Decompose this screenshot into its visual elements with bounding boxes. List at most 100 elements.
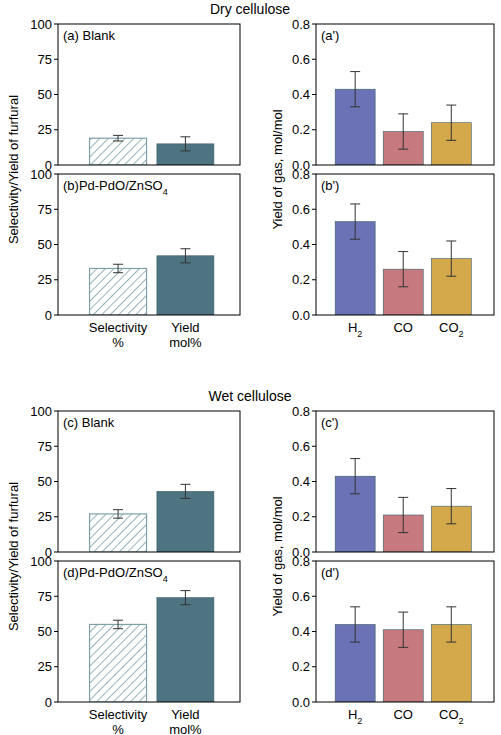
error-bar xyxy=(350,204,360,239)
y-tick xyxy=(54,279,58,280)
figure: 0255075100(a) BlankDry celluloseSelectiv… xyxy=(0,0,501,735)
marks xyxy=(90,484,214,552)
error-bar xyxy=(180,484,190,498)
y-tick xyxy=(54,129,58,130)
error-bar xyxy=(113,264,123,272)
y-tick-label: 0.8 xyxy=(292,404,310,419)
marks xyxy=(335,607,471,702)
y-tick xyxy=(54,561,58,562)
y-tick-label: 0.2 xyxy=(292,659,310,674)
frame xyxy=(58,24,240,165)
y-tick-label: 0.2 xyxy=(292,509,310,524)
marks xyxy=(335,72,471,165)
y-tick xyxy=(312,165,316,166)
marks xyxy=(335,204,471,315)
error-bar xyxy=(446,489,456,524)
frame xyxy=(58,174,240,315)
y-tick xyxy=(54,702,58,703)
panel: 0.00.20.40.60.8H2COCO2(d') xyxy=(292,554,494,727)
bar xyxy=(157,491,214,552)
error-bar xyxy=(398,612,408,647)
y-tick-label: 50 xyxy=(38,624,52,639)
y-tick xyxy=(312,666,316,667)
panel-title: (a') xyxy=(321,28,339,43)
y-tick-label: 0.6 xyxy=(292,589,310,604)
y-tick-label: 0.0 xyxy=(292,695,310,710)
y-tick xyxy=(54,59,58,60)
marks xyxy=(90,249,214,315)
group-title: Wet cellulose xyxy=(208,388,291,404)
frame xyxy=(316,24,494,165)
error-bar xyxy=(180,591,190,605)
y-tick xyxy=(312,561,316,562)
bar xyxy=(157,256,214,315)
y-tick xyxy=(54,315,58,316)
error-bar xyxy=(180,137,190,151)
frame xyxy=(316,411,494,552)
error-bar xyxy=(398,252,408,287)
y-tick xyxy=(312,411,316,412)
x-tick-label: CO xyxy=(393,707,413,722)
y-tick xyxy=(312,279,316,280)
y-tick-label: 100 xyxy=(30,167,52,182)
marks xyxy=(90,135,214,165)
y-tick-label: 25 xyxy=(38,272,52,287)
bar xyxy=(90,514,147,552)
y-tick-label: 50 xyxy=(38,474,52,489)
y-tick-label: 25 xyxy=(38,659,52,674)
y-tick xyxy=(312,516,316,517)
y-tick xyxy=(54,24,58,25)
y-tick-label: 25 xyxy=(38,122,52,137)
panel: 0255075100(a) BlankDry celluloseSelectiv… xyxy=(6,1,290,244)
y-tick xyxy=(312,59,316,60)
y-tick-label: 75 xyxy=(38,439,52,454)
panel-title: (c) Blank xyxy=(63,415,115,430)
panel-title: (b)Pd-PdO/ZnSO4 xyxy=(63,178,168,197)
y-tick-label: 0 xyxy=(45,308,52,323)
error-bar xyxy=(350,72,360,107)
y-tick xyxy=(312,24,316,25)
y-tick-label: 0.2 xyxy=(292,272,310,287)
y-tick xyxy=(312,702,316,703)
y-tick xyxy=(54,552,58,553)
panel: 0.00.20.40.60.8H2COCO2(b') xyxy=(292,167,494,340)
y-tick xyxy=(312,244,316,245)
y-tick xyxy=(54,631,58,632)
y-tick-label: 0.6 xyxy=(292,202,310,217)
frame xyxy=(58,561,240,702)
error-bar xyxy=(113,135,123,141)
frame xyxy=(58,411,240,552)
y-tick-label: 0.4 xyxy=(292,474,310,489)
x-tick-label: CO xyxy=(393,320,413,335)
y-tick xyxy=(54,596,58,597)
y-tick xyxy=(54,94,58,95)
y-tick xyxy=(54,174,58,175)
y-tick xyxy=(54,446,58,447)
error-bar xyxy=(446,105,456,140)
y-tick xyxy=(54,411,58,412)
y-tick xyxy=(312,552,316,553)
error-bar xyxy=(398,114,408,149)
error-bar xyxy=(446,607,456,642)
y-tick xyxy=(312,209,316,210)
y-tick-label: 0.6 xyxy=(292,439,310,454)
y-tick xyxy=(54,165,58,166)
group-title: Dry cellulose xyxy=(210,1,290,17)
error-bar xyxy=(113,510,123,518)
error-bar xyxy=(398,497,408,532)
y-tick xyxy=(54,666,58,667)
error-bar xyxy=(180,249,190,263)
y-tick-label: 0.8 xyxy=(292,17,310,32)
x-tick-label: H2 xyxy=(348,707,362,726)
y-tick-label: 25 xyxy=(38,509,52,524)
bar xyxy=(157,598,214,702)
panel: 0255075100Selectivity%Yieldmol%(b)Pd-PdO… xyxy=(30,167,240,351)
y-axis-label: Selectivity/Yield of furfural xyxy=(6,95,21,244)
y-tick xyxy=(54,209,58,210)
panel: 0.00.20.40.60.8(a')Yield of gas, mol/mol xyxy=(270,17,494,230)
y-tick xyxy=(54,244,58,245)
y-tick xyxy=(312,481,316,482)
x-tick-label: Selectivity% xyxy=(89,707,148,735)
y-tick-label: 50 xyxy=(38,237,52,252)
y-tick xyxy=(312,174,316,175)
